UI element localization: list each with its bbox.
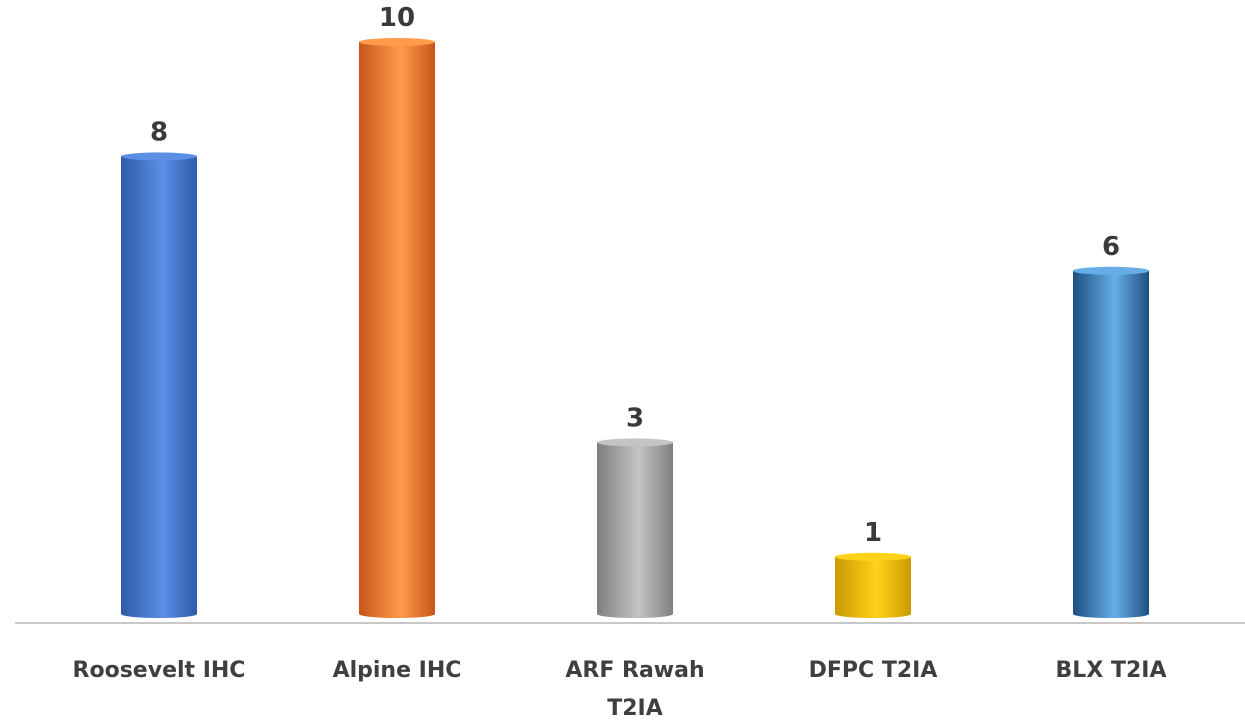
bar-4: [1073, 266, 1149, 618]
bar-body: [597, 442, 673, 614]
category-label-1: Alpine IHC: [333, 658, 462, 683]
bar-body: [835, 556, 911, 614]
category-labels-group: Roosevelt IHC Alpine IHC ARF Rawah T2IA DFPC…: [73, 658, 1167, 721]
bar-base: [835, 610, 911, 618]
bar-body: [359, 42, 435, 614]
bar-cap: [1073, 266, 1149, 275]
bar-cap: [359, 38, 435, 46]
bar-base: [121, 610, 197, 618]
bar-0: [121, 152, 197, 618]
bar-base: [359, 610, 435, 618]
category-label-2: ARF Rawah T2IA: [565, 658, 704, 721]
bars-group: [121, 38, 1149, 618]
bar-3: [835, 552, 911, 618]
data-label-1: 10: [379, 3, 415, 33]
bar-body: [1073, 270, 1149, 614]
bar-base: [1073, 610, 1149, 618]
category-label-4: BLX T2IA: [1056, 658, 1167, 683]
bar-cap: [597, 438, 673, 447]
bar-cap: [121, 152, 197, 161]
bar-base: [597, 610, 673, 618]
bar-body: [121, 156, 197, 614]
data-labels-group: 8 10 3 1 6: [150, 3, 1120, 548]
data-label-2: 3: [626, 403, 644, 433]
category-label-3: DFPC T2IA: [809, 658, 938, 683]
bar-1: [359, 38, 435, 618]
bar-2: [597, 438, 673, 618]
data-label-3: 1: [864, 518, 882, 548]
category-label-0: Roosevelt IHC: [73, 658, 246, 683]
bar-cap: [835, 552, 911, 561]
data-label-4: 6: [1102, 232, 1120, 262]
data-label-0: 8: [150, 117, 168, 147]
